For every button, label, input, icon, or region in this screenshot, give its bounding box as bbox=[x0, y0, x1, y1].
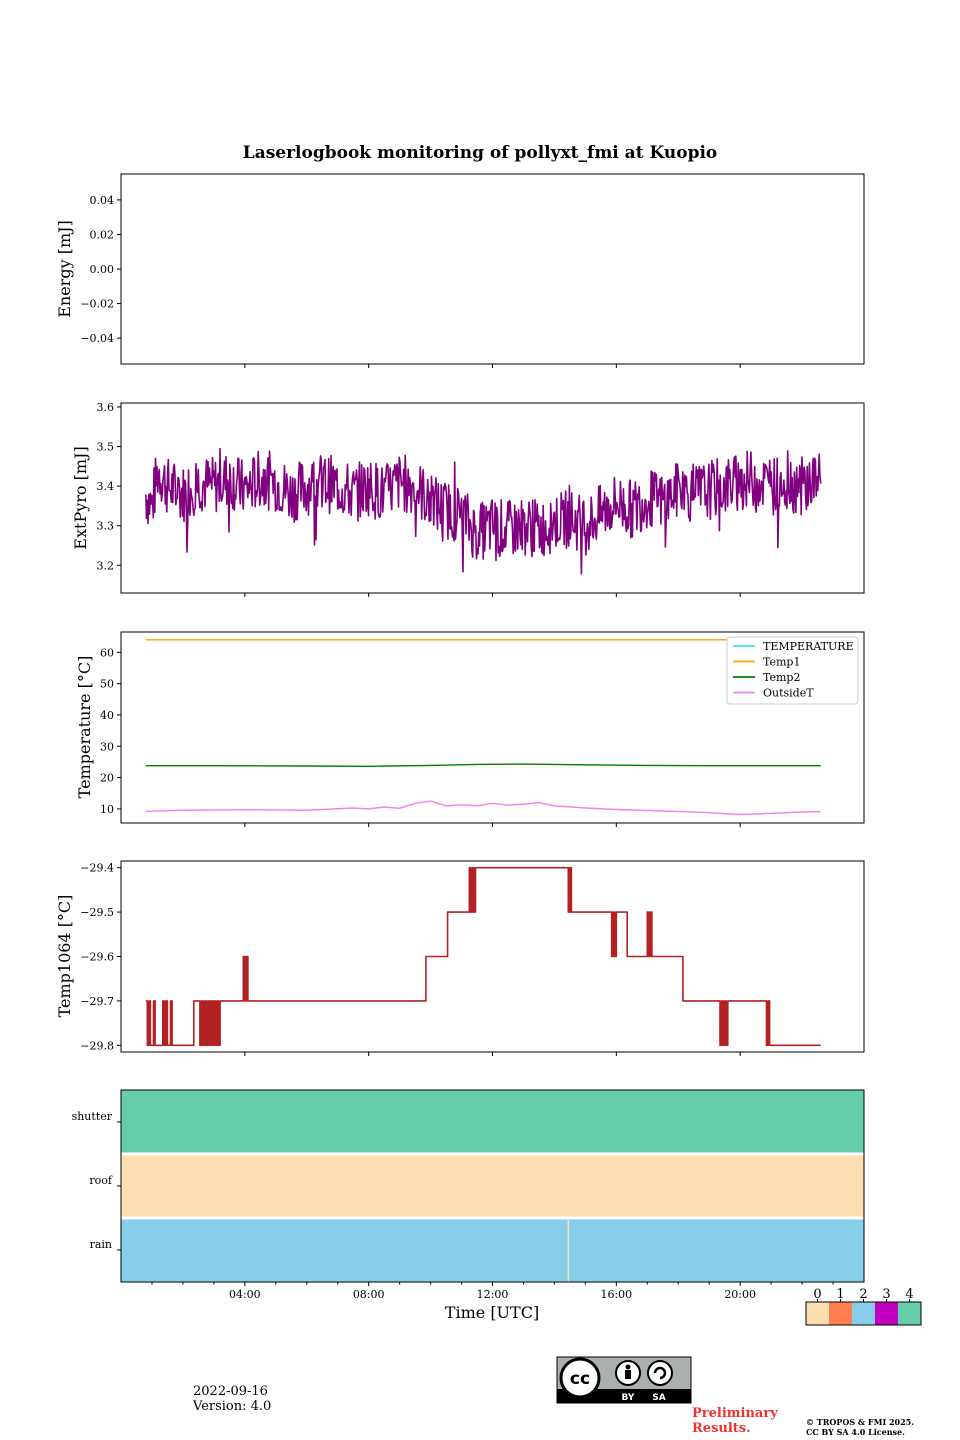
colorbar-tick-label: 3 bbox=[882, 1287, 890, 1302]
date-label: 2022-09-16 bbox=[193, 1384, 268, 1399]
status-xtick-label: 16:00 bbox=[600, 1288, 632, 1301]
status-row-roof bbox=[121, 1154, 864, 1218]
status-row-shutter bbox=[121, 1090, 864, 1154]
extpyro-ytick-label: 3.4 bbox=[97, 480, 115, 493]
colorbar-swatch-1 bbox=[829, 1302, 852, 1325]
temp1064-ytick-label: −29.5 bbox=[80, 906, 114, 919]
colorbar-tick-label: 4 bbox=[905, 1287, 913, 1302]
energy-ytick-label: −0.04 bbox=[80, 332, 114, 345]
temp1064-panel: Temp1064 [°C] −29.4 −29.5 −29.6 −29.7 −29.8 bbox=[55, 860, 865, 1056]
energy-ytick-label: −0.02 bbox=[80, 298, 114, 311]
temperature-series-temp2-line bbox=[145, 763, 821, 767]
version-label: Version: 4.0 bbox=[193, 1399, 272, 1414]
temperature-panel: Temperature [°C] 60 50 40 30 20 10 TEMPERATURE… bbox=[75, 631, 865, 827]
colorbar-swatch-4 bbox=[898, 1302, 921, 1325]
colorbar-swatch-2 bbox=[852, 1302, 875, 1325]
status-row-rain bbox=[121, 1218, 864, 1282]
temp1064-series-temp1064-line bbox=[145, 866, 821, 1047]
temperature-ytick-label: 10 bbox=[100, 803, 114, 816]
attribution-person-body bbox=[625, 1370, 631, 1379]
colorbar-swatch-3 bbox=[875, 1302, 898, 1325]
colorbar-tick-label: 0 bbox=[813, 1287, 821, 1302]
temperature-ytick-label: 50 bbox=[100, 678, 114, 691]
status-row-label-shutter: shutter bbox=[72, 1110, 113, 1123]
copyright-line-2: CC BY SA 4.0 License. bbox=[806, 1427, 905, 1437]
extpyro-ytick-label: 3.3 bbox=[97, 520, 115, 533]
energy-axes-frame bbox=[120, 173, 865, 365]
temp1064-ytick-label: −29.8 bbox=[80, 1039, 114, 1052]
share-alike-icon bbox=[647, 1360, 673, 1386]
temperature-ytick-label: 40 bbox=[100, 709, 114, 722]
extpyro-ytick-label: 3.5 bbox=[97, 441, 115, 454]
temp1064-ytick-label: −29.6 bbox=[80, 951, 114, 964]
colorbar-tick-label: 1 bbox=[836, 1287, 844, 1302]
colorbar-swatch-0 bbox=[806, 1302, 829, 1325]
energy-panel: Energy [mJ] 0.04 0.02 0.00 −0.02 −0.04 bbox=[55, 173, 865, 368]
legend-label-outsidet: OutsideT bbox=[763, 687, 814, 700]
energy-ytick-label: 0.02 bbox=[90, 228, 115, 241]
time-xlabel: Time [UTC] bbox=[445, 1303, 539, 1322]
status-row-label-rain: rain bbox=[90, 1238, 112, 1251]
cc-by-label: BY bbox=[622, 1393, 635, 1403]
colorbar-tick-label: 2 bbox=[859, 1287, 867, 1302]
share-alike-arrow bbox=[653, 1366, 667, 1380]
cc-logo-text: cc bbox=[570, 1369, 590, 1389]
extpyro-panel: ExtPyro [mJ] 3.6 3.5 3.4 3.3 3.2 bbox=[71, 401, 865, 597]
extpyro-ylabel: ExtPyro [mJ] bbox=[71, 446, 90, 549]
footer-meta: 2022-09-16 Version: 4.0 bbox=[193, 1384, 271, 1414]
status-xtick-label: 12:00 bbox=[477, 1288, 509, 1301]
energy-ylabel: Energy [mJ] bbox=[55, 220, 74, 318]
temp1064-axes-frame bbox=[120, 860, 865, 1053]
legend-label-temp1: Temp1 bbox=[763, 656, 800, 669]
attribution-person-head bbox=[625, 1364, 631, 1370]
status-xtick-label: 04:00 bbox=[229, 1288, 261, 1301]
temperature-ylabel: Temperature [°C] bbox=[75, 656, 94, 799]
cc-license-badge: cc BY SA bbox=[556, 1356, 692, 1404]
preliminary-line-1: Preliminary bbox=[692, 1406, 778, 1421]
extpyro-ytick-label: 3.2 bbox=[97, 559, 115, 572]
status-panel: Time [UTC] shutter roof rain 04:00 08:00 12:0… bbox=[72, 1089, 865, 1322]
cc-logo-icon bbox=[559, 1357, 601, 1399]
chart-title: Laserlogbook monitoring of pollyxt_fmi a… bbox=[243, 143, 718, 163]
energy-ytick-label: 0.00 bbox=[90, 263, 115, 276]
temperature-ytick-label: 60 bbox=[100, 646, 114, 659]
legend-label-temperature: TEMPERATURE bbox=[763, 640, 854, 653]
temperature-series-outsidet-line bbox=[145, 800, 821, 816]
temperature-legend-box bbox=[726, 636, 859, 705]
copyright-note: © TROPOS & FMI 2025. CC BY SA 4.0 Licens… bbox=[806, 1417, 914, 1437]
temperature-ytick-label: 20 bbox=[100, 772, 114, 785]
temp1064-ytick-label: −29.7 bbox=[80, 995, 114, 1008]
status-row-label-roof: roof bbox=[89, 1174, 113, 1187]
temp1064-ylabel: Temp1064 [°C] bbox=[55, 895, 74, 1018]
legend-label-temp2: Temp2 bbox=[763, 671, 800, 684]
energy-ytick-label: 0.04 bbox=[90, 194, 115, 207]
status-xtick-label: 20:00 bbox=[724, 1288, 756, 1301]
extpyro-ytick-label: 3.6 bbox=[97, 401, 115, 414]
cc-sa-label: SA bbox=[652, 1393, 665, 1403]
preliminary-line-2: Results. bbox=[692, 1421, 751, 1436]
temperature-ytick-label: 30 bbox=[100, 740, 114, 753]
extpyro-series-extpyro-line bbox=[145, 447, 822, 575]
preliminary-note: Preliminary Results. bbox=[692, 1406, 778, 1436]
status-xtick-label: 08:00 bbox=[353, 1288, 385, 1301]
temp1064-ytick-label: −29.4 bbox=[80, 862, 114, 875]
copyright-line-1: © TROPOS & FMI 2025. bbox=[806, 1417, 915, 1427]
